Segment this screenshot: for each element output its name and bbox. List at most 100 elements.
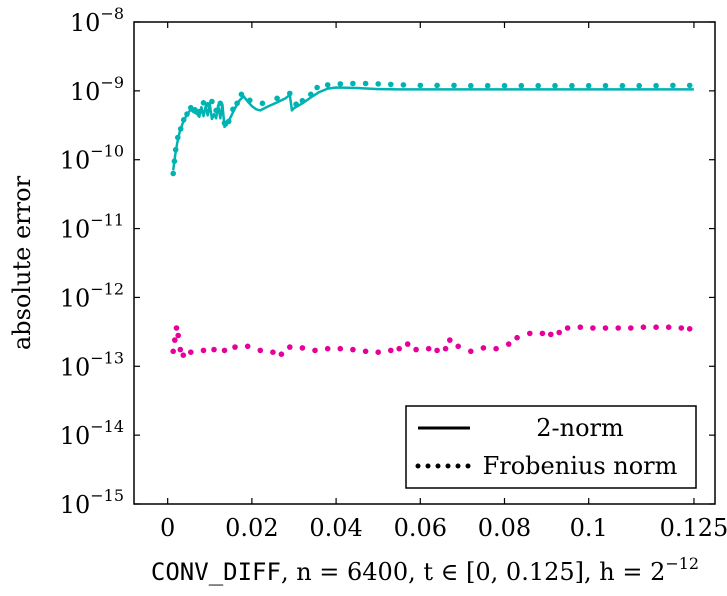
- series-point-2: [350, 346, 356, 353]
- series-point-2: [244, 343, 251, 350]
- series-point-1: [171, 158, 178, 164]
- y-tick-exponent: −11: [90, 211, 124, 230]
- series-point-2: [211, 346, 217, 353]
- y-tick-exponent: −12: [90, 279, 124, 298]
- series-line-2-norm: [171, 86, 694, 171]
- series-point-2: [686, 326, 693, 332]
- series-point-1: [602, 82, 609, 89]
- series-point-1: [170, 170, 176, 177]
- axis-ticks: 0 0.02 0.04 0.06 0.08 0.1 0.12510−810−910−1010…: [60, 4, 727, 542]
- series-point-2: [312, 347, 318, 354]
- x-axis-label: CONV_DIFF, n = 6400, t ∈ [0, 0.125], h =…: [151, 554, 699, 586]
- x-tick-label: 0: [160, 514, 175, 542]
- series-point-1: [308, 91, 314, 98]
- y-tick-exponent: −13: [90, 348, 124, 367]
- series-point-1: [299, 97, 306, 104]
- series-point-1: [501, 82, 508, 89]
- y-tick-label: 10−10: [60, 142, 124, 175]
- series-point-1: [213, 107, 219, 114]
- series-point-2: [556, 329, 562, 336]
- series-point-1: [518, 82, 525, 89]
- series-point-2: [232, 344, 238, 350]
- series-point-2: [665, 324, 672, 331]
- series-point-1: [686, 82, 693, 89]
- y-axis-label: absolute error: [8, 175, 36, 350]
- x-tick-label: 0.08: [478, 514, 531, 542]
- series-point-1: [188, 104, 194, 111]
- series-point-1: [209, 98, 215, 105]
- y-tick-base: 10: [60, 284, 91, 312]
- series-point-1: [653, 82, 659, 89]
- series-point-1: [196, 108, 203, 115]
- series-point-2: [170, 348, 176, 355]
- y-tick-base: 10: [60, 216, 91, 244]
- series-point-2: [177, 346, 184, 353]
- series-point-2: [362, 348, 369, 355]
- series-point-1: [184, 111, 190, 117]
- series-point-1: [247, 97, 253, 104]
- series-point-1: [451, 82, 457, 89]
- plot-area: [170, 80, 694, 359]
- x-tick-label: 0.1: [570, 514, 608, 542]
- series-point-2: [413, 346, 419, 353]
- y-tick-base: 10: [60, 147, 91, 175]
- series-point-1: [293, 101, 299, 107]
- series-point-1: [670, 82, 676, 89]
- series-point-1: [180, 117, 187, 123]
- series-point-1: [400, 82, 407, 88]
- series-point-2: [172, 337, 178, 343]
- y-tick-base: 10: [60, 491, 91, 519]
- series-point-1: [468, 82, 474, 89]
- series-point-1: [204, 101, 211, 108]
- series-point-1: [221, 120, 228, 126]
- series-point-2: [455, 343, 462, 350]
- y-tick-exponent: −10: [90, 142, 124, 161]
- series-point-1: [314, 84, 320, 91]
- series-point-2: [388, 347, 394, 354]
- legend: 2-norm Frobenius norm: [405, 405, 697, 489]
- series-point-2: [628, 325, 634, 331]
- series-point-2: [425, 345, 432, 352]
- series-point-2: [514, 334, 520, 341]
- series-point-2: [640, 324, 647, 331]
- y-tick-label: 10−11: [60, 211, 124, 244]
- legend-label-2-norm: 2-norm: [536, 414, 624, 442]
- series-point-1: [388, 81, 394, 88]
- series-point-1: [585, 82, 592, 89]
- series-point-1: [287, 90, 293, 97]
- series-point-2: [442, 345, 449, 352]
- series-point-2: [653, 324, 659, 331]
- series-point-2: [173, 325, 180, 331]
- series-point-1: [417, 82, 424, 89]
- y-tick-label: 10−8: [70, 4, 124, 37]
- series-point-2: [278, 351, 285, 358]
- series-point-2: [180, 352, 187, 359]
- x-label-t: t ∈ [0, 0.125],: [423, 558, 599, 586]
- series-point-1: [350, 80, 356, 87]
- series-point-1: [177, 126, 184, 132]
- y-tick-label: 10−14: [60, 417, 124, 450]
- series-point-2: [299, 345, 306, 351]
- x-label-n: , n = 6400,: [281, 558, 423, 586]
- y-tick-label: 10−13: [60, 348, 124, 381]
- x-label-code: CONV_DIFF: [151, 558, 281, 586]
- series-point-2: [447, 337, 453, 343]
- series-point-2: [270, 349, 276, 356]
- series-point-2: [577, 324, 584, 331]
- series-point-2: [678, 325, 685, 331]
- series-point-1: [259, 100, 266, 107]
- legend-label-frobenius: Frobenius norm: [483, 452, 678, 480]
- series-point-1: [569, 82, 575, 89]
- y-tick-exponent: −14: [90, 417, 124, 436]
- x-tick-label: 0.125: [660, 514, 727, 542]
- series-point-1: [238, 91, 245, 98]
- series-point-1: [225, 118, 232, 125]
- series-point-2: [200, 347, 207, 354]
- series-point-1: [484, 82, 491, 89]
- y-tick-label: 10−15: [60, 486, 124, 519]
- series-point-2: [468, 348, 474, 355]
- series-point-1: [172, 146, 179, 153]
- x-label-h: h = 2: [599, 558, 665, 586]
- series-point-1: [362, 80, 369, 87]
